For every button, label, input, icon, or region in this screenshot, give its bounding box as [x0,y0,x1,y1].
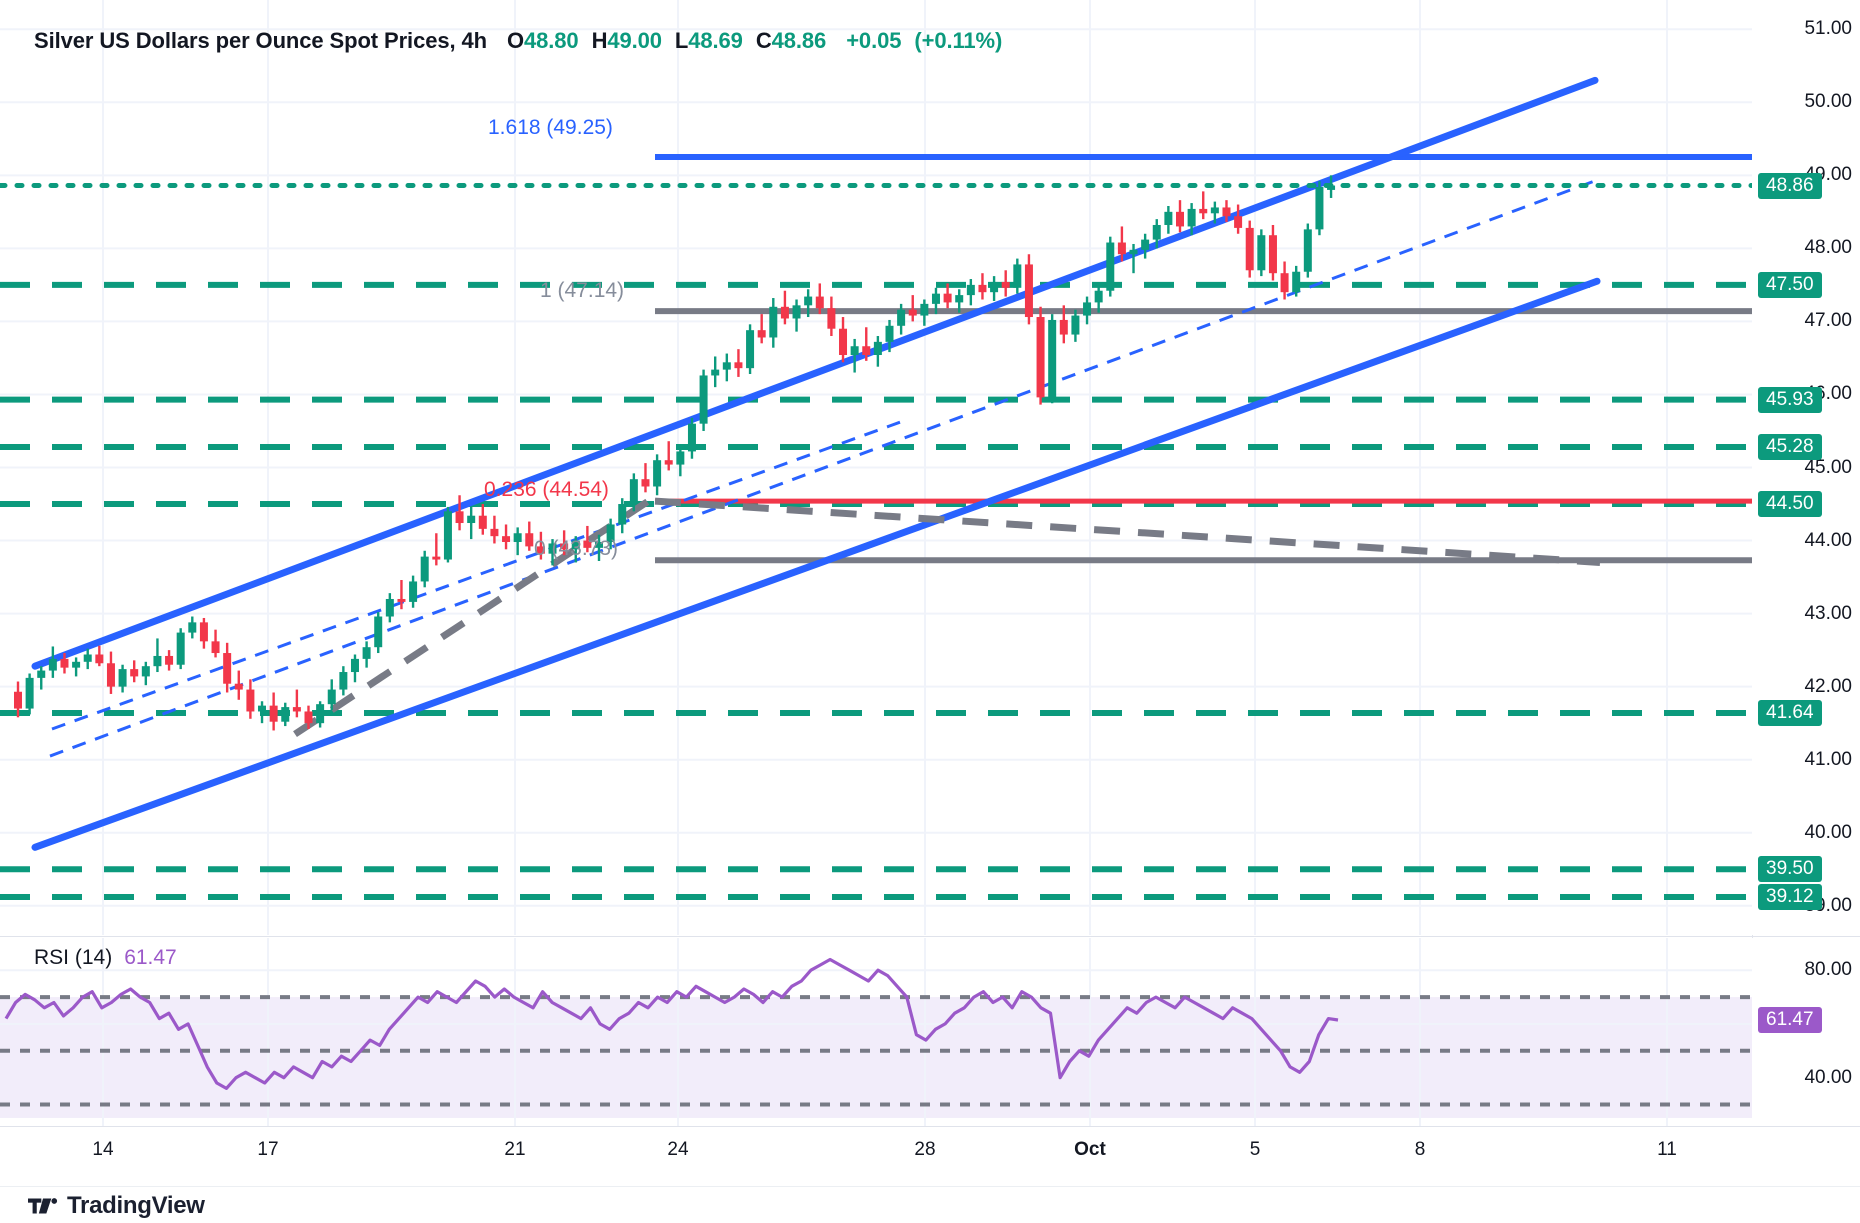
rsi-label: RSI (14) [34,946,113,969]
rsi-canvas [0,938,1752,1126]
open-label: O [506,28,524,53]
chart-legend-header: Silver US Dollars per Ounce Spot Prices,… [34,28,1002,54]
change-percent: (+0.11%) [914,28,1003,53]
change-value: +0.05 [846,28,902,53]
rsi-tick: 40.00 [1804,1066,1852,1088]
rsi-axis[interactable]: 80.00 40.00 61.47 [1752,938,1860,1126]
low-value: 48.69 [688,28,743,53]
price-level-badge[interactable]: 39.12 [1758,884,1822,911]
time-tick: 8 [1414,1139,1426,1160]
fib-label-0236: 0.236 (44.54) [484,478,609,501]
high-value: 49.00 [607,28,662,53]
price-level-badge[interactable]: 39.50 [1758,856,1822,883]
candlestick-series [14,175,1336,731]
price-tick: 42.00 [1804,675,1852,697]
price-level-badge[interactable]: 44.50 [1758,491,1822,518]
price-tick: 50.00 [1804,91,1852,113]
close-value: 48.86 [771,28,827,53]
time-tick: 14 [92,1139,114,1160]
tradingview-logo-icon [28,1198,58,1214]
open-value: 48.80 [524,28,579,53]
price-tick: 47.00 [1804,310,1852,332]
fib-label-1618: 1.618 (49.25) [488,116,613,139]
time-axis-separator [0,1126,1860,1127]
pane-separator [0,936,1860,937]
tradingview-wordmark: TradingView [67,1192,205,1219]
price-level-badge[interactable]: 45.93 [1758,386,1822,413]
footer-separator [0,1186,1860,1187]
rsi-value-badge[interactable]: 61.47 [1758,1006,1822,1033]
time-tick: 28 [914,1139,936,1160]
time-tick: 5 [1249,1139,1261,1160]
price-chart-pane[interactable]: 1.618 (49.25) 1 (47.14) 0.236 (44.54) 0 … [0,0,1752,935]
time-tick: 17 [257,1139,279,1160]
price-tick: 51.00 [1804,18,1852,40]
price-axis[interactable]: 51.00 50.00 49.00 48.00 47.00 46.00 45.00 44.00… [1752,0,1860,935]
time-tick: 11 [1657,1139,1677,1160]
price-tick: 44.00 [1804,529,1852,551]
rsi-value: 61.47 [124,946,177,969]
time-tick: Oct [1074,1139,1106,1160]
symbol-title[interactable]: Silver US Dollars per Ounce Spot Prices,… [34,28,487,53]
price-tick: 48.00 [1804,237,1852,259]
price-level-badge[interactable]: 41.64 [1758,699,1822,726]
time-tick: 21 [504,1139,526,1160]
price-level-badge[interactable]: 45.28 [1758,434,1822,461]
price-tick: 40.00 [1804,821,1852,843]
rsi-tick: 80.00 [1804,959,1852,981]
close-label: C [755,28,772,53]
price-tick: 43.00 [1804,602,1852,624]
low-label: L [674,28,689,53]
price-tick: 41.00 [1804,748,1852,770]
time-axis[interactable]: 14 17 21 24 28 Oct 5 8 11 [0,1127,1752,1185]
rsi-legend[interactable]: RSI (14) 61.47 [34,946,177,970]
price-chart-canvas [0,0,1752,935]
rsi-indicator-pane[interactable] [0,938,1752,1126]
price-tick: 45.00 [1804,456,1852,478]
fib-label-1: 1 (47.14) [540,279,625,302]
tradingview-logo[interactable]: TradingView [28,1192,205,1220]
time-tick: 24 [667,1139,689,1160]
price-level-badge[interactable]: 47.50 [1758,271,1822,298]
high-label: H [591,28,608,53]
current-price-badge[interactable]: 48.86 [1758,172,1822,199]
fib-label-0: 0 (43.73) [534,537,619,560]
